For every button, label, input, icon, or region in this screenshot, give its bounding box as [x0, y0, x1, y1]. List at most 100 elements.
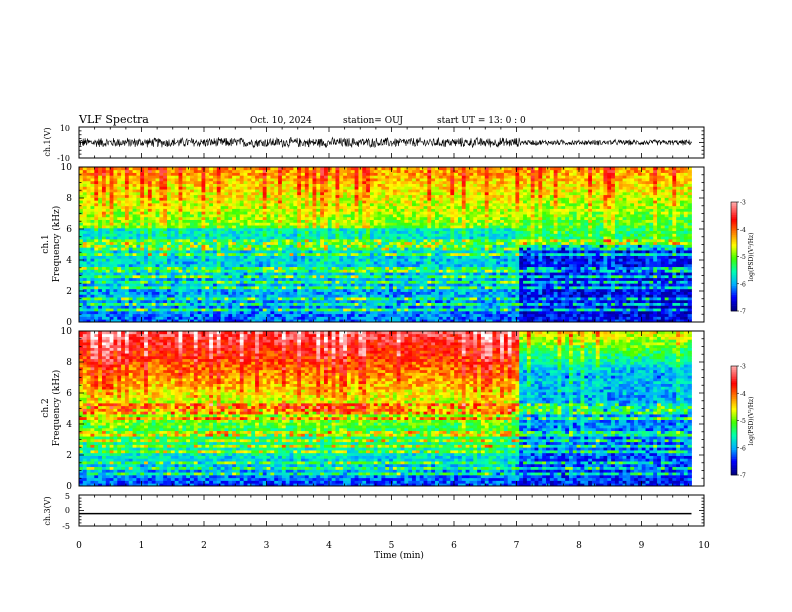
spectrogram-cell	[94, 214, 99, 218]
spectrogram-cell	[247, 313, 252, 317]
spectrogram-cell	[396, 167, 401, 171]
spectrogram-cell	[258, 200, 264, 204]
spectrogram-cell	[159, 211, 164, 215]
spectrogram-cell	[251, 205, 256, 209]
spectrogram-cell	[186, 252, 191, 256]
spectrogram-cell	[190, 183, 195, 187]
spectrogram-cell	[270, 219, 275, 223]
spectrogram-cell	[167, 305, 172, 309]
spectrogram-cell	[346, 302, 352, 306]
spectrogram-cell	[285, 288, 290, 292]
spectrogram-cell	[205, 247, 210, 251]
spectrogram-cell	[316, 219, 321, 223]
spectrogram-cell	[266, 167, 271, 171]
spectrogram-cell	[320, 205, 325, 209]
spectrogram-cell	[124, 241, 130, 245]
spectrogram-cell	[385, 255, 390, 259]
spectrogram-cell	[182, 297, 187, 301]
spectrogram-cell	[339, 167, 344, 171]
spectrogram-cell	[266, 183, 271, 187]
spectrogram-cell	[170, 222, 176, 226]
spectrogram-cell	[335, 310, 340, 315]
spectrogram-cell	[389, 288, 394, 292]
spectrogram-cell	[209, 175, 214, 179]
spectrogram-cell	[350, 202, 356, 207]
spectrogram-cell	[308, 272, 313, 276]
spectrogram-cell	[235, 299, 241, 304]
spectrogram-cell	[293, 180, 298, 185]
spectrogram-cell	[163, 236, 168, 240]
spectrogram-cell	[98, 205, 103, 209]
spectrogram-cell	[113, 191, 118, 196]
spectrogram-cell	[304, 238, 310, 243]
spectrogram-cell	[297, 310, 302, 315]
spectrogram-cell	[182, 277, 187, 281]
spectrogram-cell	[354, 299, 359, 304]
spectrogram-cell	[197, 194, 202, 198]
spectrogram-cell	[278, 230, 283, 234]
spectrogram-cell	[243, 178, 248, 182]
spectrogram-cell	[308, 316, 313, 320]
spectrogram-cell	[113, 258, 118, 262]
spectrogram-cell	[289, 183, 294, 187]
spectrogram-cell	[339, 180, 344, 185]
spectrogram-cell	[79, 211, 84, 215]
spectrogram-cell	[174, 263, 179, 268]
spectrogram-cell	[366, 197, 371, 201]
spectrogram-cell	[136, 302, 141, 306]
spectrogram-cell	[304, 167, 310, 171]
spectrogram-cell	[289, 178, 294, 182]
spectrogram-cell	[140, 230, 145, 234]
spectrogram-cell	[243, 180, 248, 185]
spectrogram-cell	[243, 175, 248, 179]
spectrogram-cell	[358, 299, 363, 304]
spectrogram-cell	[124, 294, 130, 298]
spectrogram-cell	[392, 313, 398, 317]
spectrogram-cell	[90, 180, 95, 185]
spectrogram-cell	[98, 299, 103, 304]
spectrogram-cell	[324, 194, 329, 198]
spectrogram-cell	[289, 310, 294, 315]
spectrogram-cell	[308, 310, 313, 315]
spectrogram-cell	[297, 200, 302, 204]
spectrogram-cell	[281, 302, 287, 306]
spectrogram-cell	[132, 191, 137, 196]
spectrogram-cell	[354, 316, 359, 320]
spectrogram-cell	[312, 277, 317, 281]
spectrogram-cell	[308, 280, 313, 284]
spectrogram-cell	[117, 316, 122, 320]
spectrogram-cell	[320, 180, 325, 185]
spectrogram-cell	[389, 233, 394, 237]
spectrogram-cell	[90, 219, 95, 223]
spectrogram-cell	[178, 200, 183, 204]
spectrogram-cell	[285, 302, 290, 306]
spectrogram-cell	[205, 302, 210, 306]
spectrogram-cell	[324, 288, 329, 292]
spectrogram-cell	[255, 222, 260, 226]
spectrogram-cell	[147, 258, 153, 262]
spectrogram-cell	[308, 175, 313, 179]
spectrogram-cell	[335, 266, 340, 270]
spectrogram-cell	[255, 288, 260, 292]
spectrogram-cell	[193, 247, 199, 251]
spectrogram-cell	[147, 294, 153, 298]
spectrogram-cell	[144, 194, 149, 198]
spectrogram-cell	[101, 178, 107, 182]
spectrogram-cell	[289, 208, 294, 212]
spectrogram-cell	[132, 252, 137, 256]
spectrogram-cell	[408, 222, 413, 226]
spectrogram-cell	[209, 205, 214, 209]
spectrogram-cell	[247, 230, 252, 234]
spectrogram-cell	[335, 222, 340, 226]
spectrogram-cell	[285, 313, 290, 317]
spectrogram-cell	[155, 216, 160, 220]
spectrogram-cell	[105, 266, 111, 270]
spectrogram-cell	[147, 172, 153, 176]
spectrogram-cell	[354, 230, 359, 234]
spectrogram-cell	[366, 305, 371, 309]
spectrogram-cell	[79, 214, 84, 218]
spectrogram-cell	[247, 225, 252, 229]
spectrogram-cell	[151, 202, 156, 207]
spectrogram-cell	[331, 319, 336, 323]
spectrogram-cell	[136, 297, 141, 301]
